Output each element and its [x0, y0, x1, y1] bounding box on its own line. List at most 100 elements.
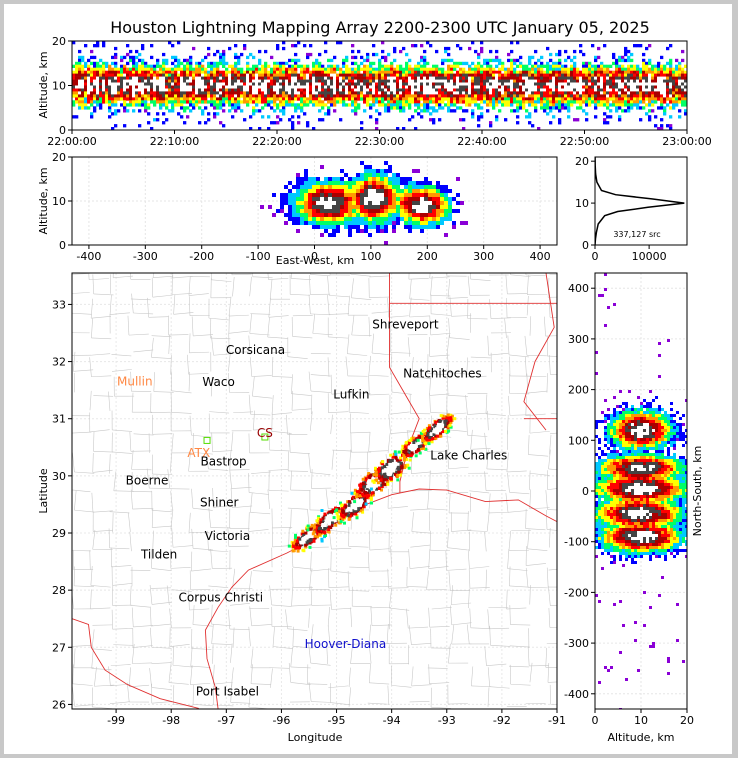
- county-line: [325, 489, 329, 509]
- county-line: [191, 434, 212, 438]
- chart-title: Houston Lightning Mapping Array 2200-230…: [110, 18, 650, 37]
- time-height-cell: [513, 58, 517, 63]
- county-line: [272, 412, 292, 415]
- time-height-cell: [249, 79, 253, 83]
- time-height-cell: [567, 103, 571, 107]
- time-height-cell: [354, 82, 358, 86]
- time-height-cell: [540, 82, 544, 86]
- time-height-cell: [423, 109, 427, 113]
- time-height-cell: [339, 100, 343, 104]
- time-height-cell: [336, 64, 340, 68]
- time-height-cell: [375, 85, 379, 89]
- county-line: [287, 507, 308, 510]
- time-height-cell: [93, 100, 97, 104]
- time-height-cell: [549, 109, 553, 113]
- time-height-cell: [120, 103, 124, 107]
- time-height-cell: [183, 91, 187, 95]
- time-height-cell: [438, 118, 442, 122]
- county-line: [269, 667, 290, 669]
- east-west-cell: [356, 217, 360, 221]
- east-west-cell: [268, 205, 272, 209]
- time-height-cell: [102, 41, 106, 45]
- time-height-cell: [465, 88, 469, 92]
- time-height-cell: [630, 73, 634, 77]
- time-height-cell: [198, 64, 202, 68]
- east-west-x-tick-1: -300: [133, 250, 158, 263]
- time-height-cell: [363, 91, 367, 95]
- time-height-cell: [669, 82, 673, 86]
- time-height-cell: [348, 67, 352, 71]
- time-height-cell: [588, 82, 592, 86]
- east-west-cell: [376, 193, 380, 197]
- time-height-cell: [78, 70, 82, 74]
- time-height-cell: [447, 70, 451, 74]
- time-height-cell: [333, 97, 337, 101]
- east-west-cell: [384, 177, 388, 181]
- east-west-x-tick-4: 0: [311, 250, 318, 263]
- time-height-cell: [624, 58, 628, 63]
- time-height-cell: [324, 94, 328, 98]
- time-height-cell: [531, 88, 535, 92]
- east-west-cell: [404, 205, 408, 209]
- time-height-cell: [360, 91, 364, 95]
- time-height-cell: [303, 94, 307, 98]
- time-height-cell: [306, 100, 310, 104]
- county-line: [431, 706, 451, 709]
- county-line: [447, 449, 450, 469]
- east-west-cell: [376, 205, 380, 209]
- time-height-cell: [384, 67, 388, 71]
- time-height-cell: [327, 88, 331, 92]
- county-line: [250, 492, 253, 513]
- time-height-cell: [195, 64, 199, 68]
- time-height-cell: [531, 73, 535, 77]
- time-height-cell: [324, 112, 328, 116]
- county-line: [509, 566, 511, 586]
- county-line: [546, 373, 548, 393]
- county-line: [411, 512, 414, 532]
- time-height-cell: [111, 94, 115, 98]
- time-height-cell: [432, 85, 436, 89]
- time-height-cell: [192, 67, 196, 71]
- time-height-cell: [534, 103, 538, 107]
- time-height-cell: [534, 85, 538, 89]
- time-height-cell: [654, 76, 658, 80]
- time-height-cell: [456, 73, 460, 77]
- east-west-cell: [392, 201, 396, 205]
- time-height-cell: [564, 79, 568, 83]
- time-height-cell: [246, 100, 250, 104]
- time-height-cell: [645, 46, 649, 51]
- county-line: [467, 275, 471, 296]
- time-height-cell: [345, 88, 349, 92]
- time-height-cell: [621, 88, 625, 92]
- time-height-cell: [516, 88, 520, 92]
- time-height-cell: [444, 73, 448, 77]
- county-line: [487, 687, 490, 707]
- time-height-cell: [648, 76, 652, 80]
- county-line: [268, 297, 271, 318]
- time-height-cell: [156, 79, 160, 83]
- time-height-cell: [321, 64, 325, 68]
- time-height-cell: [657, 76, 661, 80]
- time-height-cell: [204, 100, 208, 104]
- time-height-cell: [651, 97, 655, 101]
- east-west-cell: [364, 165, 368, 169]
- time-height-cell: [552, 64, 556, 68]
- time-height-cell: [555, 97, 559, 101]
- time-height-cell: [630, 70, 634, 74]
- time-height-cell: [177, 73, 181, 77]
- east-west-cell: [348, 181, 352, 185]
- time-height-cell: [219, 82, 223, 86]
- time-height-cell: [303, 44, 307, 48]
- time-height-cell: [633, 97, 637, 101]
- east-west-cell: [336, 201, 340, 205]
- time-height-cell: [93, 88, 97, 92]
- east-west-cell: [324, 229, 328, 233]
- time-height-cell: [108, 70, 112, 74]
- county-line: [72, 683, 93, 686]
- time-height-cell: [186, 94, 190, 98]
- time-height-cell: [378, 70, 382, 74]
- time-height-cell: [606, 76, 610, 80]
- time-height-cell: [582, 52, 586, 57]
- county-line: [486, 468, 507, 471]
- time-height-cell: [273, 82, 277, 86]
